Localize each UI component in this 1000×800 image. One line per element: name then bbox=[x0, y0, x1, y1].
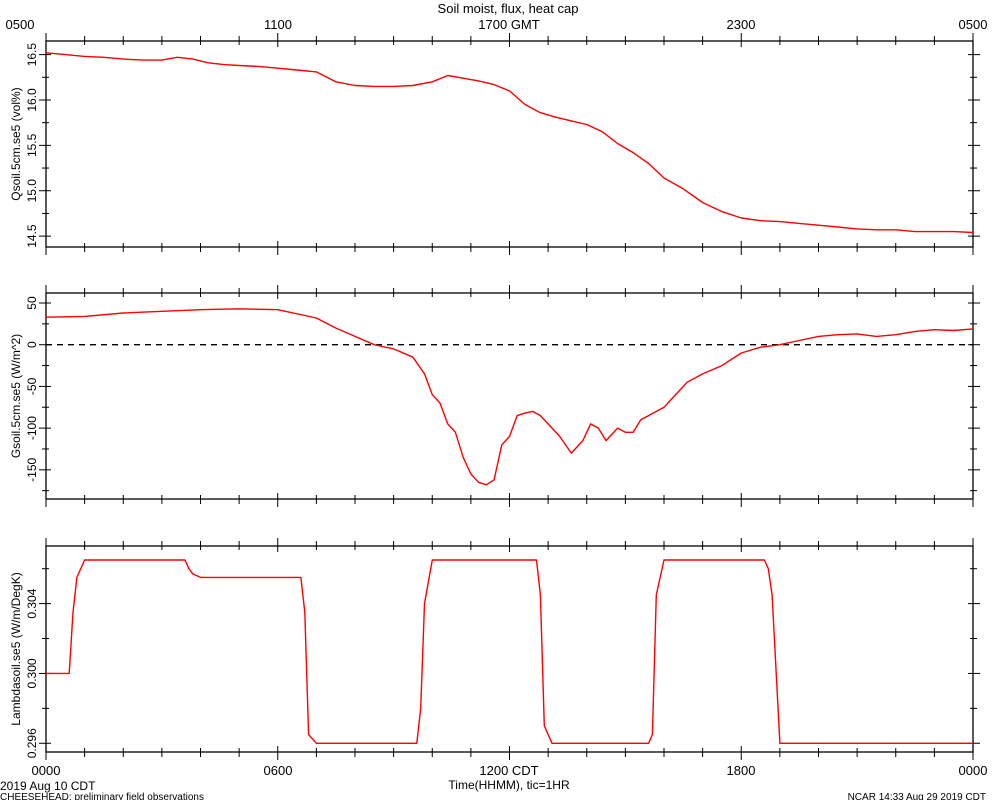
y-tick-label: 50 bbox=[25, 296, 39, 310]
y-tick-label: -50 bbox=[25, 377, 39, 395]
bottom-tick-label: 0000 bbox=[959, 763, 988, 778]
y-tick-label: 0 bbox=[25, 341, 39, 348]
plot-frame bbox=[45, 545, 974, 753]
y-tick-label: 16.5 bbox=[25, 43, 39, 67]
series-line bbox=[46, 559, 973, 744]
top-tick-label: 0500 bbox=[959, 17, 988, 32]
top-tick-label: 2300 bbox=[727, 17, 756, 32]
y-tick-label: 14.5 bbox=[25, 224, 39, 248]
y-tick-label: -150 bbox=[25, 457, 39, 481]
bottom-tick-label: 1200 CDT bbox=[479, 763, 538, 778]
y-tick-label: 15.5 bbox=[25, 133, 39, 157]
y-axis-label: Gsoil.5cm.se5 (W/m^2) bbox=[9, 334, 23, 458]
timestamp-note: NCAR 14:33 Aug 29 2019 CDT bbox=[848, 792, 986, 800]
top-tick-label: 1100 bbox=[264, 17, 292, 32]
y-tick-label: 15.0 bbox=[25, 179, 39, 203]
y-axis-label: Lambdasoil.se5 (W/m/DegK) bbox=[9, 572, 23, 725]
top-tick-label: 1700 GMT bbox=[478, 17, 539, 32]
bottom-time-axis: 0000 0600 1200 CDT 1800 0000 bbox=[32, 763, 988, 778]
panel-1: 14.5 15.0 15.5 16.0 16.5 Qsoil.5cm.se5 (vol%) bbox=[9, 33, 980, 255]
series-line bbox=[45, 52, 974, 234]
y-tick-label: -100 bbox=[25, 416, 39, 440]
panel-2: -150 -100 -50 0 50 Gsoil.5cm.se5 (W/m^2) bbox=[9, 285, 980, 507]
bottom-tick-label: 0600 bbox=[264, 763, 293, 778]
top-tick-label: 0500 bbox=[6, 17, 35, 32]
chart-title: Soil moist, flux, heat cap bbox=[438, 1, 579, 16]
date-label: 2019 Aug 10 CDT bbox=[0, 779, 96, 793]
bottom-tick-label: 1800 bbox=[727, 763, 756, 778]
y-tick-label: 0.296 bbox=[25, 728, 39, 758]
panels: 14.5 15.0 15.5 16.0 16.5 Qsoil.5cm.se5 (vol%)… bbox=[9, 33, 980, 760]
x-axis-label: Time(HHMM), tic=1HR bbox=[448, 778, 570, 792]
plot-frame bbox=[45, 292, 974, 500]
plot-frame bbox=[45, 40, 974, 248]
series-line bbox=[45, 308, 974, 486]
y-tick-label: 0.300 bbox=[25, 658, 39, 688]
bottom-tick-label: 0000 bbox=[32, 763, 61, 778]
top-time-axis: 0500 1100 1700 GMT 2300 0500 bbox=[6, 17, 988, 32]
y-axis-label: Qsoil.5cm.se5 (vol%) bbox=[9, 87, 23, 200]
project-note: CHEESEHEAD: preliminary field observatio… bbox=[0, 792, 204, 800]
y-tick-label: 0.304 bbox=[25, 588, 39, 618]
y-tick-label: 16.0 bbox=[25, 88, 39, 112]
